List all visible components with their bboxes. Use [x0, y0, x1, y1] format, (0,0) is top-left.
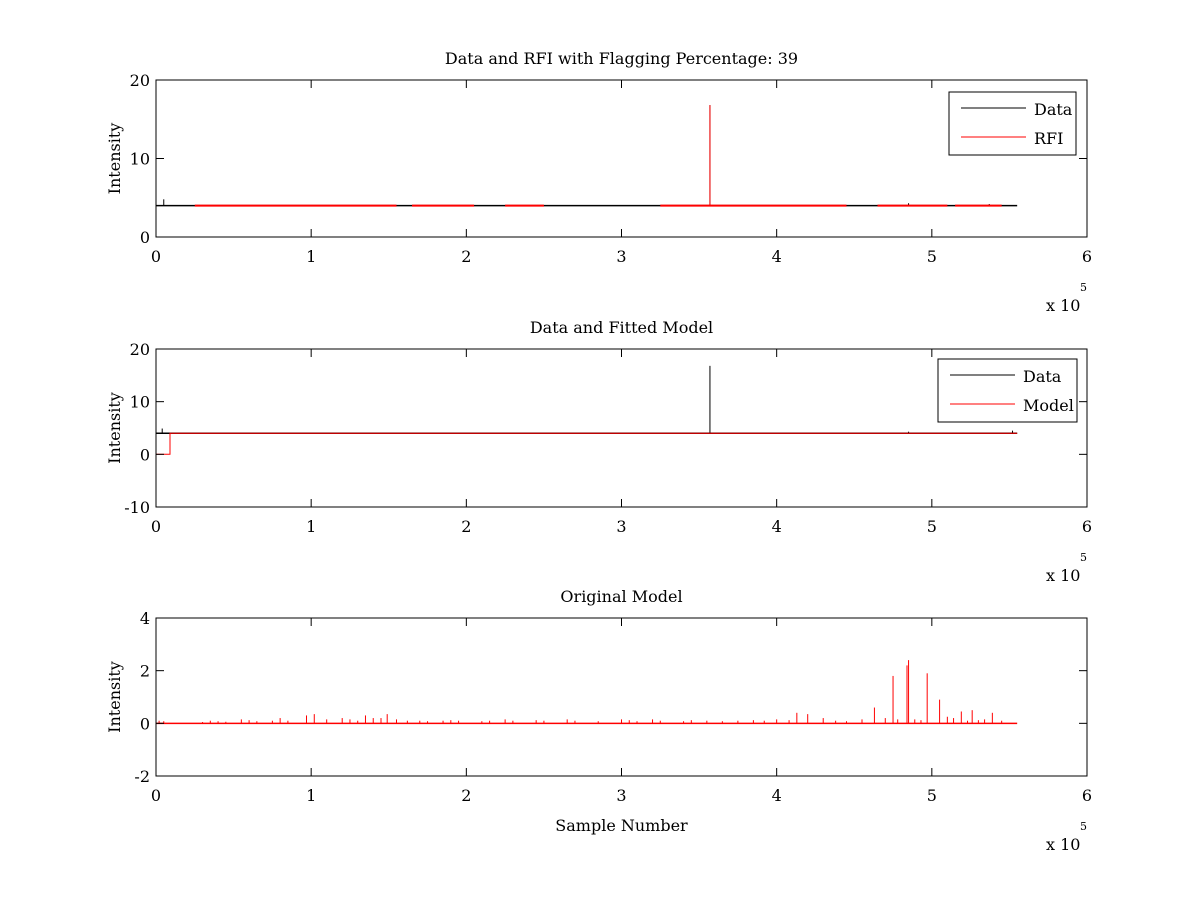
- legend: Data Model: [937, 358, 1078, 423]
- y-tick-label: 0: [140, 445, 150, 464]
- x-tick-label: 2: [461, 786, 471, 805]
- y-tick-label: 10: [130, 393, 150, 412]
- x-multiplier-exponent: 5: [1080, 281, 1087, 294]
- x-tick-label: 5: [927, 247, 937, 266]
- y-tick-label: 20: [130, 340, 150, 359]
- x-tick-label: 5: [927, 517, 937, 536]
- legend-box: [937, 358, 1078, 423]
- legend-label-model: Model: [1023, 396, 1074, 415]
- y-tick-label: 0: [140, 228, 150, 247]
- x-tick-label: 0: [151, 517, 161, 536]
- x-multiplier-label: x 10: [1046, 835, 1080, 854]
- x-multiplier-exponent: 5: [1080, 551, 1087, 564]
- series-rfi-1: [194, 105, 1002, 207]
- legend-label-data: Data: [1023, 367, 1062, 386]
- x-tick-label: 3: [616, 247, 626, 266]
- plot-area: [156, 618, 1087, 776]
- y-tick-label: -2: [134, 767, 150, 786]
- x-tick-label: 6: [1082, 247, 1092, 266]
- chart-title: Original Model: [560, 587, 682, 606]
- x-tick-label: 2: [461, 247, 471, 266]
- x-tick-label: 6: [1082, 517, 1092, 536]
- legend-box: [948, 91, 1077, 156]
- x-tick-label: 1: [306, 517, 316, 536]
- y-axis-label: Intensity: [105, 661, 124, 733]
- y-axis-label: Intensity: [105, 392, 124, 464]
- legend-label-rfi: RFI: [1034, 129, 1063, 148]
- plot-area: [156, 80, 1087, 237]
- x-multiplier-label: x 10: [1046, 296, 1080, 315]
- legend: Data RFI: [948, 91, 1077, 156]
- legend-label-data: Data: [1034, 100, 1073, 119]
- x-tick-label: 4: [772, 517, 782, 536]
- x-tick-label: 4: [772, 247, 782, 266]
- series-model-3: [156, 660, 1018, 725]
- chart-title: Data and Fitted Model: [530, 318, 713, 337]
- x-tick-label: 3: [616, 786, 626, 805]
- x-tick-label: 0: [151, 786, 161, 805]
- y-tick-label: 4: [140, 609, 150, 628]
- x-multiplier-label: x 10: [1046, 566, 1080, 585]
- x-tick-label: 1: [306, 247, 316, 266]
- y-tick-label: 2: [140, 662, 150, 681]
- plot-series-group: [156, 660, 1018, 725]
- y-tick-label: 10: [130, 150, 150, 169]
- x-multiplier-exponent: 5: [1080, 820, 1087, 833]
- x-tick-label: 1: [306, 786, 316, 805]
- x-axis-label: Sample Number: [555, 816, 688, 835]
- x-tick-label: 0: [151, 247, 161, 266]
- chart-title: Data and RFI with Flagging Percentage: 3…: [445, 49, 798, 68]
- y-tick-label: 0: [140, 714, 150, 733]
- plot-area: [156, 349, 1087, 507]
- y-axis-label: Intensity: [105, 123, 124, 195]
- y-tick-label: 20: [130, 71, 150, 90]
- y-tick-label: -10: [124, 498, 150, 517]
- x-tick-label: 6: [1082, 786, 1092, 805]
- x-tick-label: 3: [616, 517, 626, 536]
- x-tick-label: 2: [461, 517, 471, 536]
- x-tick-label: 4: [772, 786, 782, 805]
- plot-series-group: [156, 105, 1018, 207]
- x-tick-label: 5: [927, 786, 937, 805]
